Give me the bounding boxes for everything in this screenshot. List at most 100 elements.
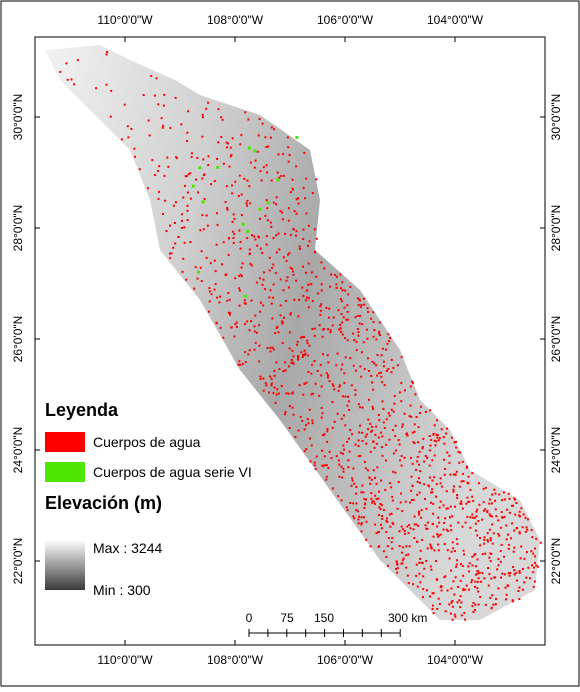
water-speck [377, 545, 380, 548]
water-speck [530, 550, 533, 553]
water-speck [488, 513, 491, 516]
water-speck [382, 360, 385, 363]
water-speck [489, 514, 492, 517]
water-speck [182, 196, 185, 199]
water-speck [463, 618, 466, 621]
water-speck [228, 313, 231, 316]
water-speck [360, 375, 363, 378]
water-speck [328, 380, 331, 383]
water-speck [382, 365, 385, 368]
water-speck-series-vi [253, 149, 257, 153]
water-speck [510, 537, 513, 540]
water-speck [270, 377, 273, 380]
water-speck [331, 383, 334, 386]
water-speck [398, 391, 401, 394]
water-speck [175, 157, 178, 160]
water-speck [246, 320, 249, 323]
scale-label: 300 km [388, 611, 427, 625]
water-speck [196, 156, 199, 159]
water-speck [415, 563, 418, 566]
water-speck-series-vi [198, 166, 202, 170]
water-speck [357, 403, 360, 406]
water-speck [433, 439, 436, 442]
water-speck-series-vi [243, 294, 247, 298]
water-speck [523, 581, 526, 584]
water-speck [349, 285, 352, 288]
water-speck [381, 435, 384, 438]
water-speck [467, 500, 470, 503]
water-speck [290, 358, 293, 361]
water-speck [281, 342, 284, 345]
water-speck [511, 600, 514, 603]
water-speck [354, 369, 357, 372]
water-speck [449, 612, 452, 615]
water-speck [417, 463, 420, 466]
water-speck [218, 301, 221, 304]
water-speck [291, 187, 294, 190]
water-speck [257, 134, 260, 137]
water-speck [398, 530, 401, 533]
water-speck [518, 532, 521, 535]
water-speck [226, 299, 229, 302]
water-speck [456, 601, 459, 604]
water-speck [350, 484, 353, 487]
water-speck [73, 83, 76, 86]
water-speck [414, 393, 417, 396]
water-speck [428, 476, 431, 479]
water-speck [225, 141, 228, 144]
water-speck [292, 270, 295, 273]
water-speck [175, 156, 178, 159]
water-speck [269, 221, 272, 224]
longitude-label: 110°0'0"W [97, 13, 153, 27]
water-speck [400, 400, 403, 403]
water-speck [532, 552, 535, 555]
water-speck [335, 275, 338, 278]
water-speck [386, 545, 389, 548]
water-speck [238, 274, 241, 277]
water-speck [476, 587, 479, 590]
water-speck [282, 256, 285, 259]
water-speck [180, 123, 183, 126]
water-speck [413, 430, 416, 433]
water-speck [347, 437, 350, 440]
water-speck [146, 187, 149, 190]
water-speck [279, 278, 282, 281]
water-speck [357, 445, 360, 448]
water-speck [506, 584, 509, 587]
water-speck [518, 531, 521, 534]
water-speck [491, 523, 494, 526]
water-speck [301, 353, 304, 356]
water-speck [408, 415, 411, 418]
water-speck [505, 524, 508, 527]
water-speck [501, 572, 504, 575]
water-speck [249, 202, 252, 205]
water-speck [269, 136, 272, 139]
water-speck [372, 321, 375, 324]
water-speck [470, 581, 473, 584]
water-speck [265, 146, 268, 149]
water-speck [309, 460, 312, 463]
water-speck [349, 357, 352, 360]
water-speck [298, 384, 301, 387]
water-speck [331, 401, 334, 404]
water-speck [240, 134, 243, 137]
water-speck [316, 369, 319, 372]
water-speck [465, 584, 468, 587]
water-speck [281, 322, 284, 325]
water-speck [464, 521, 467, 524]
water-speck [365, 520, 368, 523]
water-speck [461, 507, 464, 510]
water-speck [532, 585, 535, 588]
water-speck [238, 360, 241, 363]
water-speck [339, 287, 342, 290]
water-speck [385, 517, 388, 520]
water-speck [431, 491, 434, 494]
water-speck [411, 485, 414, 488]
water-speck [268, 269, 271, 272]
water-speck [259, 310, 262, 313]
water-speck [460, 601, 463, 604]
water-speck [456, 585, 459, 588]
water-speck [355, 485, 358, 488]
water-speck [445, 490, 448, 493]
water-speck [400, 464, 403, 467]
